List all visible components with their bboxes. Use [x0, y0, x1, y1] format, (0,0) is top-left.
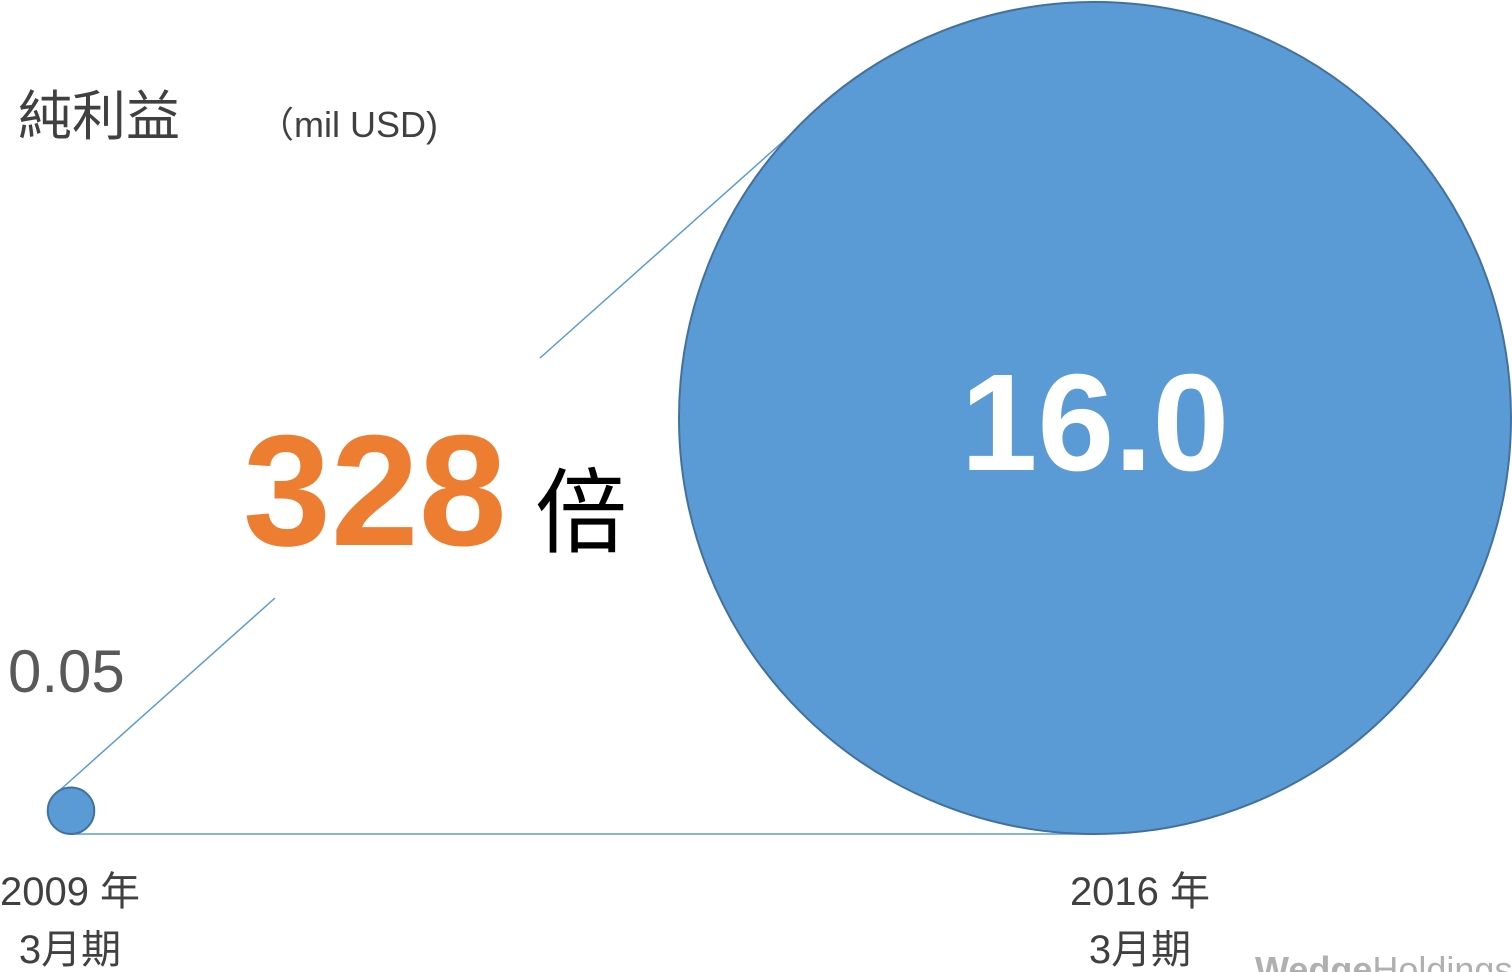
- connector: [59, 597, 276, 791]
- category-label: 3月期: [1089, 928, 1191, 972]
- ratio-number: 328: [243, 403, 507, 579]
- ratio-suffix: 倍: [535, 463, 627, 565]
- value-label: 0.05: [8, 638, 125, 705]
- value-label: 16.0: [961, 346, 1230, 500]
- unit-label: （mil USD): [258, 104, 438, 145]
- logo-light: Holdings: [1372, 949, 1512, 972]
- bubble: [678, 1, 1512, 835]
- connector: [539, 121, 806, 359]
- bubble: [46, 786, 96, 835]
- chart-title: 純利益: [18, 87, 180, 147]
- category-label: 3月期: [19, 928, 121, 972]
- category-label: 2016 年: [1070, 870, 1210, 914]
- category-label: 2009 年: [0, 870, 140, 914]
- logo: WedgeHoldings: [1255, 949, 1512, 972]
- logo-bold: Wedge: [1255, 949, 1372, 972]
